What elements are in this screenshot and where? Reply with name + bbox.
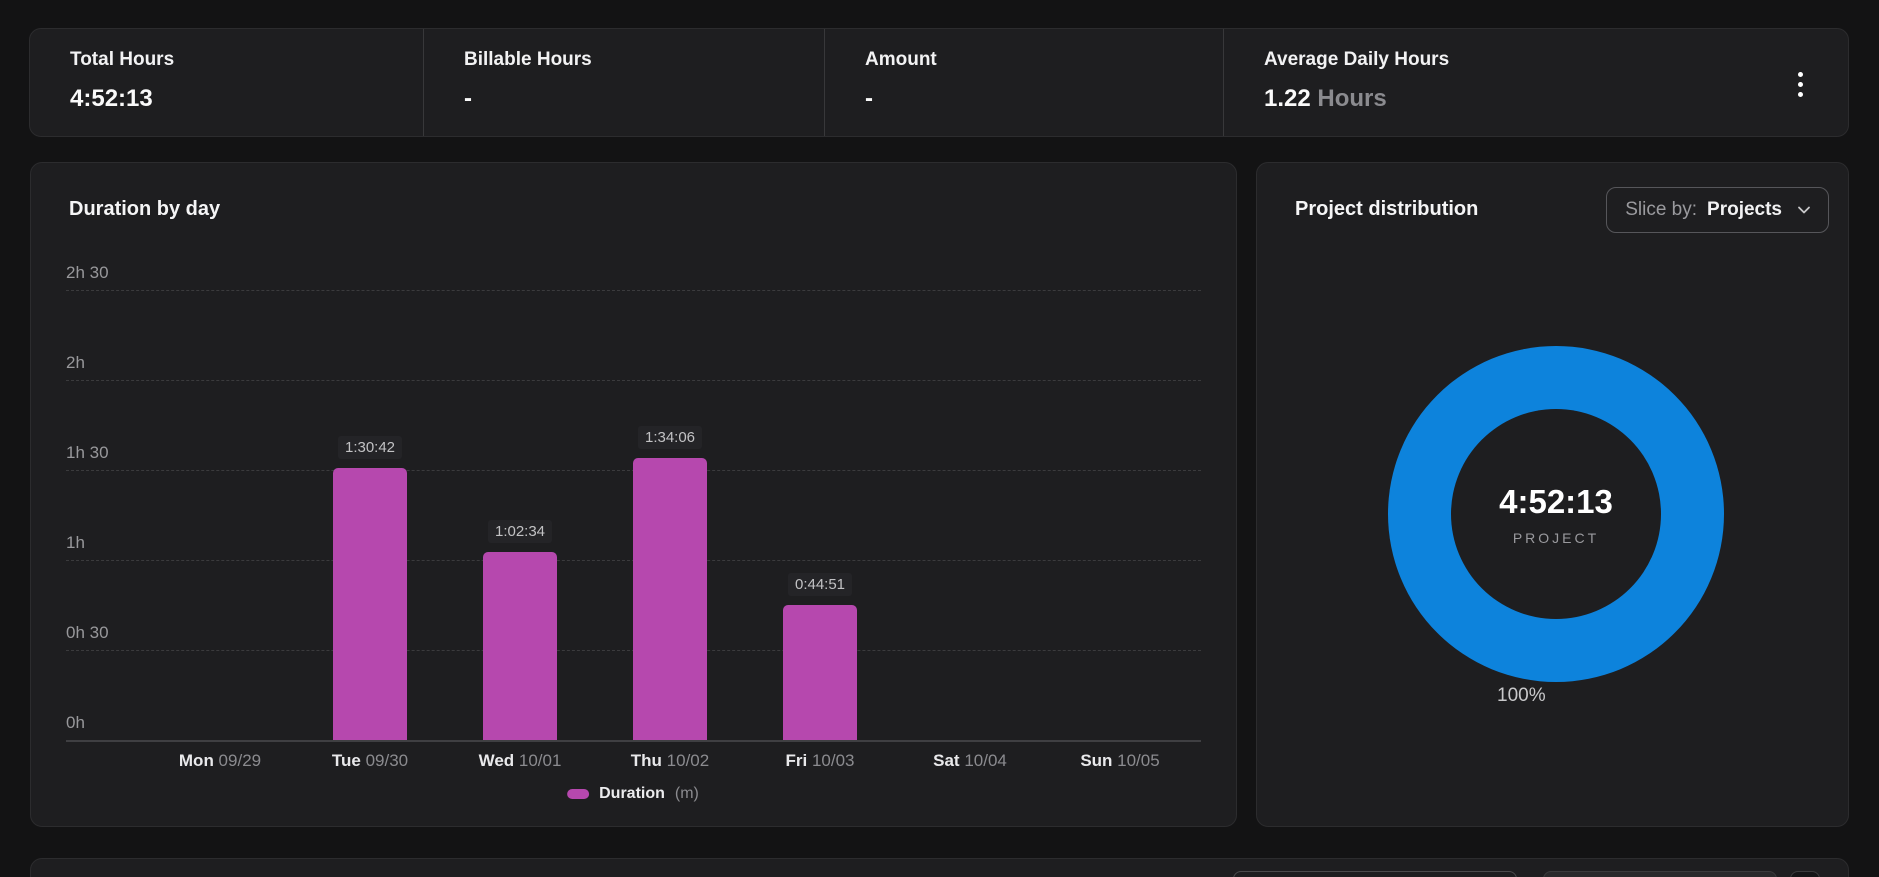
stat-label: Average Daily Hours (1264, 49, 1450, 70)
bar-value-label: 1:30:42 (337, 435, 403, 459)
donut-center-value: 4:52:13 (1499, 482, 1613, 520)
x-axis-tick-label: Sat 10/04 (933, 751, 1007, 770)
donut-center: 4:52:13 PROJECT (1451, 409, 1661, 619)
chevron-down-icon (1796, 202, 1812, 218)
x-axis-tick-label: Thu 10/02 (630, 751, 710, 770)
y-axis-tick-label: 1h 30 (66, 443, 109, 462)
y-axis-tick-label: 2h 30 (66, 263, 109, 282)
project-distribution-card: Project distribution Slice by: Projects … (1256, 162, 1849, 827)
duration-bar[interactable] (333, 467, 407, 740)
y-gridline (66, 290, 1201, 291)
project-donut-chart[interactable]: 4:52:13 PROJECT (1388, 346, 1724, 682)
x-axis-tick-label: Mon 09/29 (178, 751, 262, 770)
bar-value-label: 1:34:06 (637, 425, 703, 449)
bar-value-label: 0:44:51 (787, 573, 853, 597)
duration-by-day-card: Duration by day 0h 0h 30 1h 1h 30 2h 2h 30 Mon… (30, 162, 1237, 827)
stat-label: Billable Hours (464, 49, 592, 70)
summary-stats-bar: Total Hours 4:52:13 Billable Hours - Amo… (29, 28, 1849, 137)
bottom-toolbar-button[interactable] (1233, 871, 1517, 877)
x-axis-tick-label: Sun 10/05 (1080, 751, 1160, 770)
bottom-toolbar-button[interactable] (1543, 871, 1777, 877)
stat-average-daily-hours: Average Daily Hours 1.22 Hours (1223, 29, 1848, 136)
x-axis-tick-label: Wed 10/01 (478, 751, 562, 770)
y-axis-tick-label: 2h (66, 353, 85, 372)
stat-value-unit: Hours (1317, 85, 1387, 112)
x-axis-tick-label: Fri 10/03 (785, 751, 855, 770)
duration-bar[interactable] (783, 605, 857, 740)
y-axis-tick-label: 1h (66, 533, 85, 552)
distribution-chart-title: Project distribution (1295, 198, 1479, 220)
donut-slice-percentage: 100% (1497, 685, 1546, 706)
stat-amount: Amount - (824, 29, 1223, 136)
duration-legend[interactable]: Duration (m) (567, 785, 699, 803)
x-axis-line (66, 740, 1201, 742)
stat-total-hours: Total Hours 4:52:13 (30, 29, 423, 136)
bottom-toolbar-icon-button[interactable] (1790, 871, 1820, 877)
donut-center-label: PROJECT (1512, 529, 1600, 546)
x-axis-tick-label: Tue 09/30 (331, 751, 409, 770)
stat-value: 1.22 Hours (1264, 85, 1848, 113)
legend-swatch-icon (567, 789, 590, 799)
stat-value-number: 1.22 (1264, 85, 1311, 112)
stat-value: - (865, 85, 873, 112)
slice-by-label: Slice by: (1625, 199, 1698, 220)
y-gridline (66, 380, 1201, 381)
stat-billable-hours: Billable Hours - (423, 29, 824, 136)
y-axis-tick-label: 0h (66, 713, 85, 732)
stat-value: 4:52:13 (70, 85, 153, 112)
duration-bar[interactable] (483, 552, 557, 740)
slice-by-value: Projects (1707, 199, 1782, 220)
slice-by-dropdown[interactable]: Slice by: Projects (1606, 187, 1829, 233)
legend-label: Duration (599, 785, 665, 802)
legend-unit: (m) (674, 785, 699, 802)
duration-bar[interactable] (633, 457, 707, 740)
bar-value-label: 1:02:34 (487, 520, 553, 544)
y-axis-tick-label: 0h 30 (66, 623, 109, 642)
stat-label: Total Hours (70, 49, 175, 70)
duration-chart-title: Duration by day (69, 198, 221, 220)
stat-value: - (464, 85, 472, 112)
kebab-menu-icon[interactable] (1788, 65, 1812, 103)
stat-label: Amount (865, 49, 937, 70)
detailed-report-card (30, 858, 1849, 877)
